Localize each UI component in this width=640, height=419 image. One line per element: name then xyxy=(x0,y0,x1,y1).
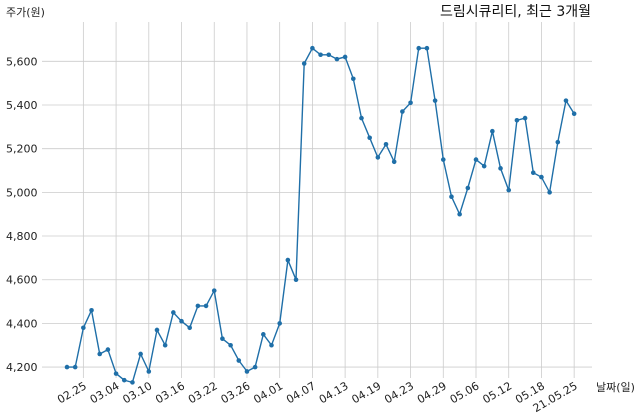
x-tick-label: 03.26 xyxy=(219,379,253,406)
y-tick-label: 5,200 xyxy=(6,143,38,156)
price-line xyxy=(67,47,575,384)
data-point xyxy=(473,157,479,162)
data-point xyxy=(154,327,160,333)
data-point xyxy=(228,342,233,348)
y-tick-label: 5,600 xyxy=(6,55,38,68)
data-point xyxy=(187,325,192,331)
y-tick-label: 4,800 xyxy=(6,230,38,243)
data-point xyxy=(383,142,389,147)
data-point xyxy=(539,174,544,180)
y-axis-label: 주가(원) xyxy=(6,6,45,19)
data-point xyxy=(367,135,372,141)
y-tick-label: 5,400 xyxy=(6,99,38,112)
x-tick-label: 05.06 xyxy=(448,379,482,406)
x-tick-label: 03.16 xyxy=(153,379,187,406)
data-point xyxy=(563,98,569,103)
data-point xyxy=(547,190,552,195)
data-point xyxy=(138,351,143,357)
data-point xyxy=(432,98,438,103)
data-point xyxy=(244,369,250,374)
data-point xyxy=(334,56,340,62)
x-tick-label: 04.01 xyxy=(251,379,285,406)
data-point xyxy=(89,307,94,313)
data-point xyxy=(146,369,152,374)
x-tick-label: 04.29 xyxy=(415,379,449,406)
data-point xyxy=(522,115,528,121)
y-tick-label: 4,200 xyxy=(6,361,38,374)
data-point xyxy=(416,45,422,51)
data-point xyxy=(64,364,70,370)
data-point xyxy=(506,187,512,193)
x-tick-label: 05.12 xyxy=(480,379,514,406)
data-point xyxy=(72,364,78,370)
grid-lines xyxy=(42,22,592,378)
data-point xyxy=(310,45,315,51)
data-point xyxy=(571,111,577,117)
data-point xyxy=(351,76,356,82)
x-tick-label: 04.13 xyxy=(317,379,351,406)
tick-labels: 4,200 4,400 4,600 4,800 5,000 5,200 5,400 5,600… xyxy=(6,55,580,415)
data-point xyxy=(211,288,217,293)
data-point xyxy=(171,310,176,315)
data-point xyxy=(514,117,520,123)
data-point xyxy=(285,257,291,263)
data-point xyxy=(408,100,413,106)
data-point xyxy=(342,54,348,60)
data-point xyxy=(490,128,495,134)
data-point xyxy=(326,52,332,58)
data-point xyxy=(293,277,299,283)
data-point xyxy=(105,347,111,352)
data-point xyxy=(375,155,381,160)
x-tick-label: 04.07 xyxy=(284,379,318,406)
x-tick-label: 03.22 xyxy=(186,379,220,406)
y-tick-label: 4,400 xyxy=(6,317,38,330)
data-point xyxy=(121,377,127,383)
data-point xyxy=(424,45,430,51)
data-point xyxy=(391,159,397,165)
data-point xyxy=(555,139,561,145)
data-point xyxy=(236,358,242,363)
data-point xyxy=(252,364,258,370)
data-point xyxy=(195,303,201,309)
x-tick-label: 03.10 xyxy=(121,379,155,406)
data-point xyxy=(400,109,405,114)
data-point xyxy=(97,351,103,357)
data-point xyxy=(465,185,471,191)
chart-title: 드림시큐리티, 최근 3개월 xyxy=(440,4,591,20)
data-point xyxy=(457,211,462,217)
x-axis-label: 날짜(일) xyxy=(596,380,635,394)
data-point xyxy=(162,342,168,348)
data-point xyxy=(220,336,225,341)
x-tick-label: 04.23 xyxy=(382,379,416,406)
y-tick-label: 4,600 xyxy=(6,274,38,287)
x-tick-label: 03.04 xyxy=(88,379,122,406)
data-point xyxy=(449,194,454,200)
data-point xyxy=(113,371,119,376)
data-point xyxy=(481,163,487,169)
data-point xyxy=(498,166,503,171)
data-point xyxy=(203,303,209,309)
data-point xyxy=(261,332,266,337)
data-point xyxy=(277,321,282,326)
y-tick-label: 5,000 xyxy=(6,186,38,199)
data-point xyxy=(359,115,364,121)
series-layer xyxy=(64,45,577,385)
x-tick-label: 02.25 xyxy=(55,379,89,406)
data-point xyxy=(269,342,274,348)
data-point xyxy=(318,52,323,58)
data-point xyxy=(530,170,536,175)
data-point xyxy=(301,61,307,66)
data-point xyxy=(440,157,446,162)
data-point xyxy=(81,325,86,331)
data-point xyxy=(179,318,184,324)
x-tick-label: 04.19 xyxy=(350,379,384,406)
data-point xyxy=(130,380,135,385)
